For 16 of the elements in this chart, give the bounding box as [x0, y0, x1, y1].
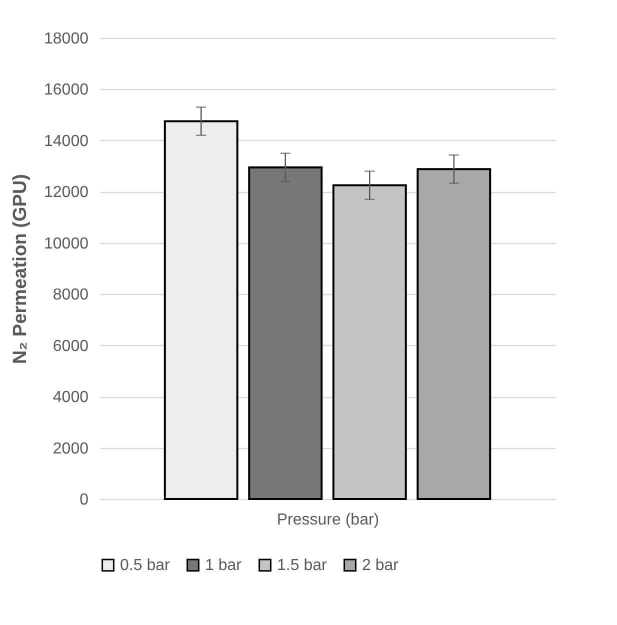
- x-axis-title: Pressure (bar): [276, 512, 380, 528]
- y-tick-label: 4000: [52, 389, 89, 406]
- legend-label: 1 bar: [205, 557, 242, 574]
- y-tick-label: 8000: [52, 286, 89, 304]
- y-tick-label: 6000: [52, 338, 89, 355]
- legend-label: 0.5 bar: [120, 557, 170, 574]
- legend-label: 1.5 bar: [277, 557, 328, 574]
- y-tick-label: 10000: [44, 235, 89, 252]
- legend-label: 2 bar: [362, 557, 400, 574]
- y-tick-label: 18000: [44, 30, 89, 48]
- y-tick-label: 0: [80, 492, 89, 508]
- y-tick-label: 14000: [44, 132, 89, 150]
- y-tick-label: 2000: [52, 440, 89, 458]
- y-axis-title: N₂ Permeation (GPU): [10, 174, 32, 364]
- y-tick-label: 12000: [44, 184, 89, 202]
- y-tick-label: 16000: [44, 82, 89, 99]
